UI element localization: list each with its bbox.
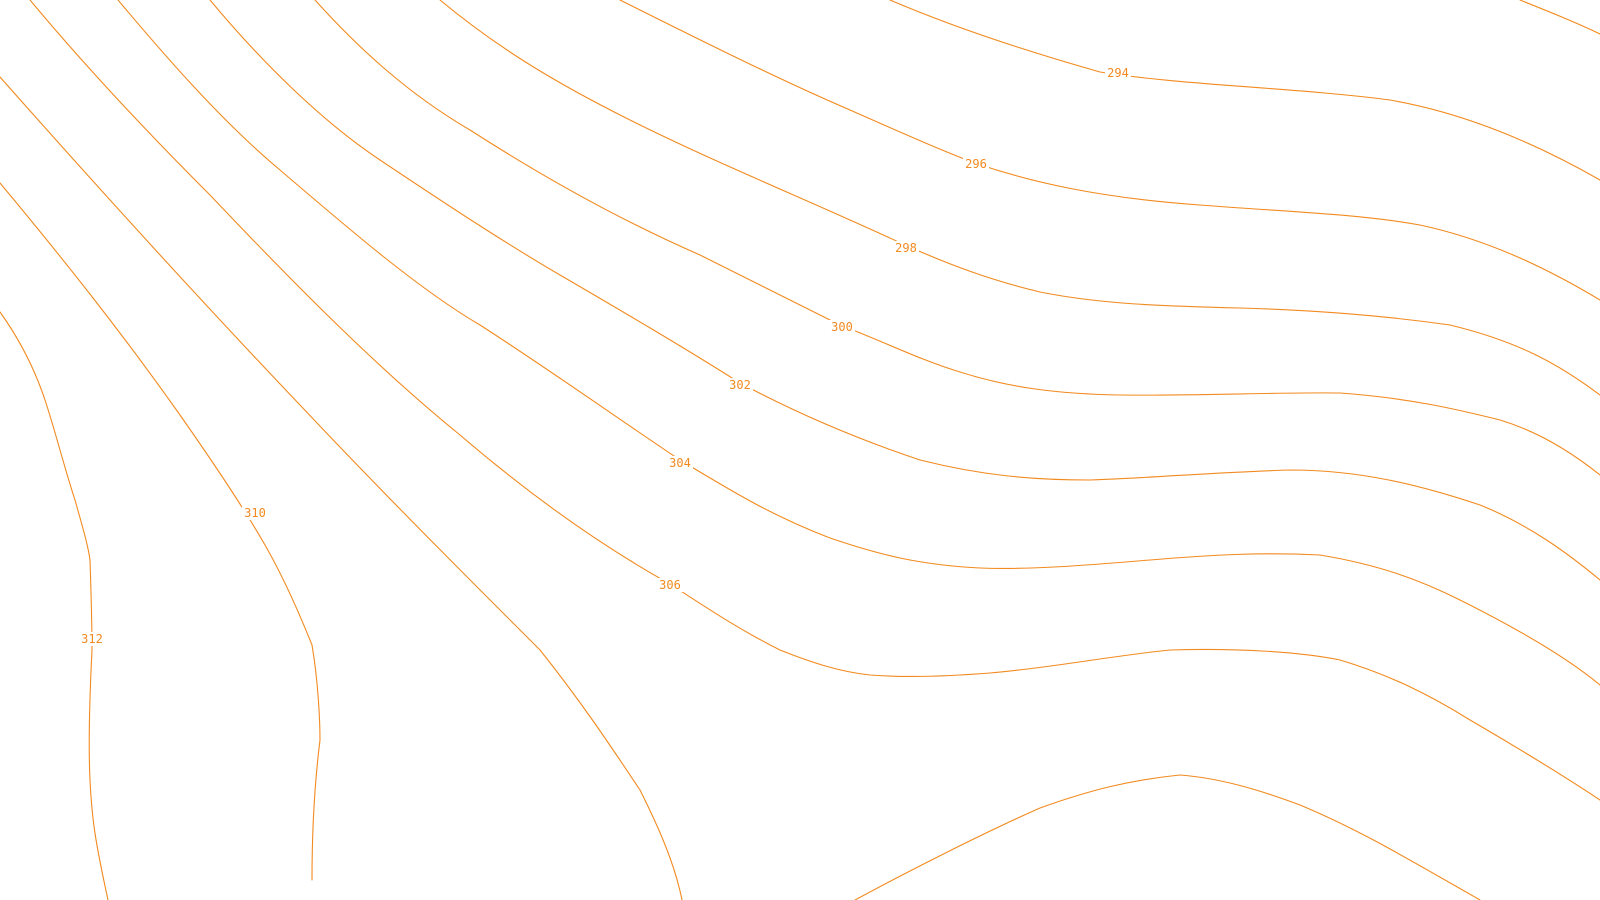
contour-label-background-302 (727, 378, 753, 392)
contour-line-298 (439, 0, 1600, 396)
contour-line-300 (314, 0, 1600, 476)
contour-line-302 (209, 0, 1600, 581)
contour-line-308 (0, 76, 683, 900)
contour-label-302: 302 (729, 378, 751, 392)
contour-line-310 (0, 182, 321, 881)
contour-line-312 (0, 311, 109, 900)
contour-label-304: 304 (669, 456, 691, 470)
contour-label-300: 300 (831, 320, 853, 334)
contour-label-background-296 (963, 157, 989, 171)
contour-label-306: 306 (659, 578, 681, 592)
contour-label-294: 294 (1107, 66, 1129, 80)
contour-line-306 (29, 0, 1600, 801)
contour-line-294 (889, 0, 1600, 181)
contour-label-background-310 (242, 506, 268, 520)
contour-label-310: 310 (244, 506, 266, 520)
contour-label-background-304 (667, 456, 693, 470)
contour-line-top-right (1519, 0, 1600, 35)
contour-label-background-298 (893, 241, 919, 255)
contour-label-background-312 (79, 632, 105, 646)
contour-labels-group: 294 296 298 300 302 304 306 310 312 (79, 66, 1131, 646)
contour-label-background-300 (829, 320, 855, 334)
contour-label-background-294 (1105, 66, 1131, 80)
contour-line-296 (619, 0, 1600, 301)
contour-label-312: 312 (81, 632, 103, 646)
contour-label-298: 298 (895, 241, 917, 255)
contour-label-background-306 (657, 578, 683, 592)
contour-line-bottom-arch (854, 774, 1481, 900)
contour-label-296: 296 (965, 157, 987, 171)
contour-line-304 (117, 0, 1600, 686)
